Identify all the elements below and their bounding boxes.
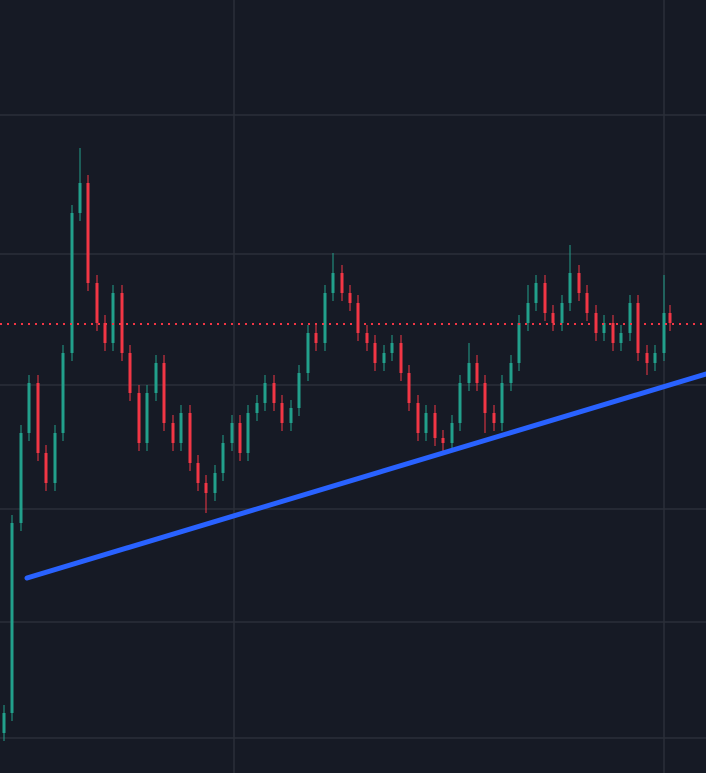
candle-body [373, 343, 377, 363]
candle-body [314, 333, 318, 343]
candle-body [517, 323, 521, 363]
candle-body [636, 303, 640, 353]
candle-body [19, 433, 23, 523]
candle-body [120, 293, 124, 353]
candle-body [145, 393, 149, 443]
candle-body [441, 438, 445, 443]
candle-body [246, 413, 250, 453]
candle-body [44, 453, 48, 483]
candle-body [78, 183, 82, 213]
candle-body [424, 413, 428, 433]
candle-body [289, 408, 293, 423]
candle-body [188, 413, 192, 463]
candle-body [10, 523, 14, 713]
candle-body [128, 353, 132, 393]
candle-body [390, 343, 394, 353]
candle-body [2, 713, 6, 733]
candle-body [61, 353, 65, 433]
candle-body [509, 363, 513, 383]
candle-body [619, 333, 623, 343]
candle-body [628, 303, 632, 333]
candle-body [568, 273, 572, 303]
candle-body [543, 283, 547, 313]
candle-body [103, 323, 107, 343]
candle-body [86, 183, 90, 283]
candle-body [602, 323, 606, 333]
candle-body [365, 333, 369, 343]
candle-body [221, 443, 225, 473]
candle-body [407, 373, 411, 403]
candle-body [611, 323, 615, 343]
candle-body [340, 273, 344, 293]
candle-body [399, 343, 403, 373]
candle-body [171, 423, 175, 443]
candle-body [179, 413, 183, 443]
candle-body [483, 383, 487, 413]
candle-body [95, 283, 99, 323]
candle-body [162, 363, 166, 423]
candle-body [348, 293, 352, 303]
candle-body [668, 313, 672, 323]
candle-body [213, 473, 217, 493]
candle-body [70, 213, 74, 353]
candle-body [27, 383, 31, 433]
candle-body [137, 393, 141, 443]
candle-body [526, 303, 530, 323]
candle-body [154, 363, 158, 393]
candle-body [238, 423, 242, 453]
candle-body [645, 353, 649, 363]
candle-body [382, 353, 386, 363]
candle-body [467, 363, 471, 383]
candle-body [492, 413, 496, 423]
candle-body [306, 333, 310, 373]
candle-body [196, 463, 200, 483]
candle-body [433, 413, 437, 438]
candle-body [356, 303, 360, 333]
candle-body [560, 303, 564, 323]
candle-body [551, 313, 555, 323]
candle-body [111, 293, 115, 343]
candle-body [272, 383, 276, 403]
candle-body [500, 383, 504, 423]
candle-body [297, 373, 301, 408]
candle-body [255, 403, 259, 413]
candle-body [323, 293, 327, 343]
candle-body [53, 433, 57, 483]
candle-body [263, 383, 267, 403]
candle-body [230, 423, 234, 443]
candle-body [331, 273, 335, 293]
candle-body [475, 363, 479, 383]
candle-body [36, 383, 40, 453]
candle-body [458, 383, 462, 423]
candle-body [577, 273, 581, 293]
candle-body [534, 283, 538, 303]
candle-body [450, 423, 454, 443]
candle-body [653, 353, 657, 363]
candle-body [662, 313, 666, 353]
candle-body [585, 293, 589, 313]
candle-body [416, 403, 420, 433]
candle-body [204, 483, 208, 493]
trend-line [24, 371, 706, 581]
candle-body [280, 403, 284, 423]
